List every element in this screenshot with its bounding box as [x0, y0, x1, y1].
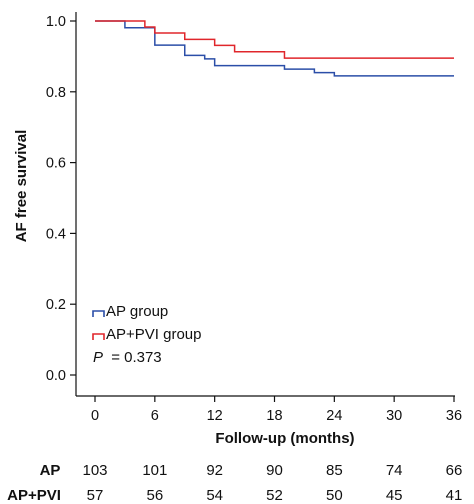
risk-value: 66	[446, 462, 463, 479]
risk-values: 103 101 92 90 85 74 66 57 56 54 52 50 45 41	[82, 462, 462, 504]
x-tick-label: 18	[266, 408, 282, 424]
legend-label-ap: AP group	[106, 303, 168, 320]
y-tick-label: 0.6	[46, 156, 66, 172]
x-tick-label: 12	[207, 408, 223, 424]
y-tick-label: 1.0	[46, 14, 66, 30]
p-value-symbol: P	[93, 349, 103, 366]
legend-label-ap-pvi: AP+PVI group	[106, 326, 201, 343]
x-tick-label: 24	[326, 408, 342, 424]
risk-value: 56	[146, 487, 163, 504]
x-tick-label: 36	[446, 408, 462, 424]
risk-value: 50	[326, 487, 343, 504]
x-tick-label: 6	[151, 408, 159, 424]
risk-value: 74	[386, 462, 403, 479]
risk-value: 57	[87, 487, 104, 504]
risk-value: 52	[266, 487, 283, 504]
risk-row-label-ap: AP	[40, 462, 61, 479]
y-tick-label: 0.8	[46, 85, 66, 101]
legend-symbol-ap-pvi	[92, 333, 105, 340]
risk-value: 41	[446, 487, 463, 504]
y-tick-label: 0.4	[46, 226, 66, 242]
x-tick-label: 30	[386, 408, 402, 424]
y-tick-label: 0.0	[46, 368, 66, 384]
risk-value: 90	[266, 462, 283, 479]
x-axis-title: Follow-up (months)	[215, 430, 354, 447]
p-value-text: = 0.373	[111, 349, 161, 366]
survival-curves	[95, 20, 454, 77]
risk-value: 101	[142, 462, 167, 479]
risk-value: 103	[82, 462, 107, 479]
risk-value: 45	[386, 487, 403, 504]
risk-row-label-ap-pvi: AP+PVI	[7, 487, 61, 504]
x-tick-label: 0	[91, 408, 99, 424]
curve-ap-pvi-group	[95, 20, 454, 59]
y-axis-title: AF free survival	[13, 130, 30, 243]
curve-ap-group	[95, 20, 454, 77]
number-at-risk-table: AP AP+PVI 103 101 92 90 85 74 66 57 56 54 52 50 45 41	[7, 462, 462, 504]
risk-value: 54	[206, 487, 223, 504]
x-axis-ticks: 0 6 12 18 24 30 36	[91, 396, 462, 424]
risk-value: 92	[206, 462, 223, 479]
legend: AP group AP+PVI group	[92, 303, 201, 343]
risk-value: 85	[326, 462, 343, 479]
p-value-annotation: P = 0.373	[93, 349, 162, 366]
y-tick-label: 0.2	[46, 297, 66, 313]
y-axis-ticks: 0.0 0.2 0.4 0.6 0.8 1.0	[46, 14, 76, 384]
legend-symbol-ap	[92, 310, 105, 317]
